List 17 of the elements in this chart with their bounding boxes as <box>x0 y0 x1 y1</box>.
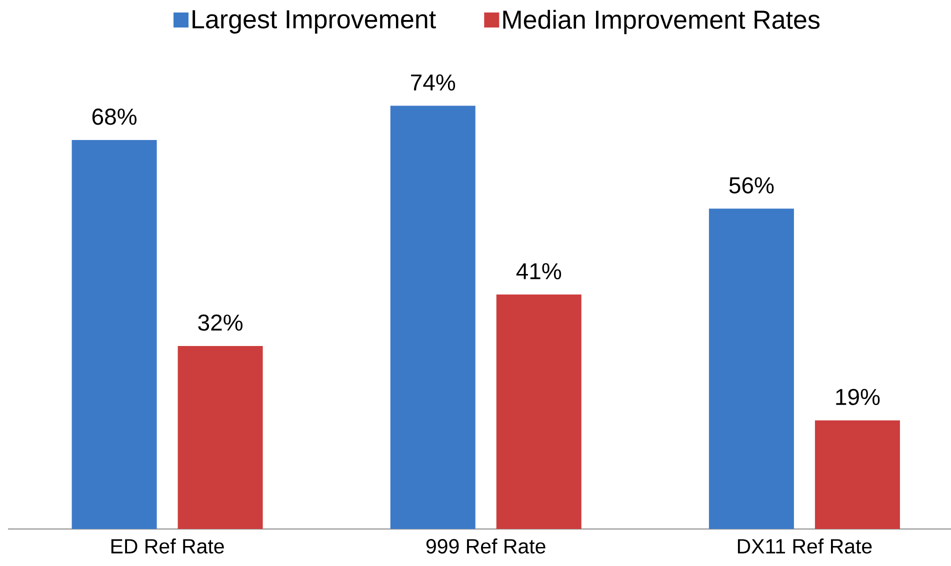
legend-label: Largest Improvement <box>192 10 436 34</box>
bar <box>390 106 476 529</box>
bar <box>72 140 157 529</box>
bar <box>814 420 900 529</box>
data-label: 68% <box>92 108 136 125</box>
bar <box>178 346 263 529</box>
x-tick-label: ED Ref Rate <box>111 538 224 554</box>
data-label: 74% <box>411 74 456 91</box>
bar <box>708 208 794 529</box>
data-label: 41% <box>516 263 562 280</box>
data-label: 32% <box>198 314 242 331</box>
x-tick-label: DX11 Ref Rate <box>738 538 872 554</box>
data-label: 19% <box>836 388 880 406</box>
x-tick-label: 999 Ref Rate <box>426 538 546 554</box>
data-label: 56% <box>729 177 774 194</box>
legend-label: Median Improvement Rates <box>503 10 820 34</box>
bar <box>496 294 582 529</box>
